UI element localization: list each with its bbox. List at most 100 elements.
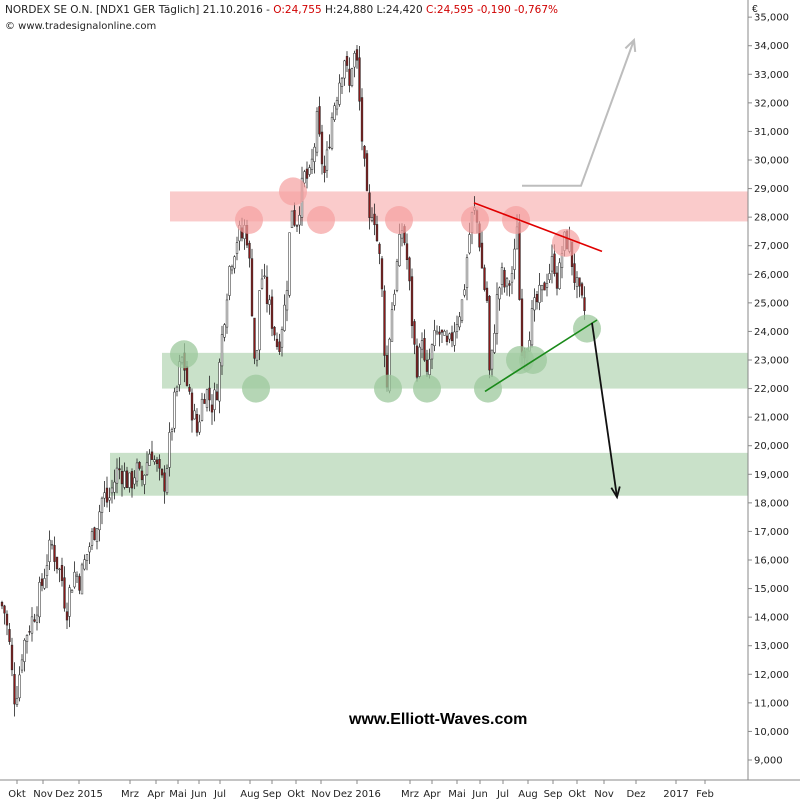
- candle-body: [118, 468, 121, 471]
- candle-body: [228, 266, 231, 296]
- candle-body: [213, 389, 216, 410]
- candle-body: [148, 453, 151, 466]
- candle-body: [95, 528, 99, 542]
- candle-body: [423, 338, 426, 361]
- candle-body: [548, 273, 551, 280]
- candle-body: [60, 565, 64, 581]
- candle-body: [83, 559, 86, 570]
- candle-body: [485, 287, 489, 301]
- candle-body: [55, 556, 59, 570]
- candle-body: [163, 472, 166, 492]
- candle-body: [468, 234, 471, 254]
- candle-body: [513, 248, 516, 270]
- ohlc-divider: -: [266, 4, 270, 16]
- candle-body: [295, 225, 299, 227]
- support-touch-circle: [374, 374, 402, 403]
- candle-body: [450, 332, 454, 342]
- candle-body: [490, 349, 494, 370]
- candle-body: [438, 331, 441, 335]
- candle-body: [308, 167, 311, 175]
- candle-body: [128, 472, 131, 488]
- candle-body: [250, 258, 254, 317]
- resistance-zone: [170, 191, 748, 222]
- candle-body: [280, 329, 284, 348]
- resistance-touch-circle: [235, 206, 263, 234]
- candle-body: [85, 554, 89, 561]
- candle-body: [13, 674, 16, 705]
- candle-body: [418, 346, 421, 377]
- candle-body: [198, 421, 201, 433]
- candle-body: [40, 578, 44, 586]
- candle-body: [75, 574, 79, 577]
- candle-body: [28, 631, 31, 633]
- candle-body: [203, 399, 206, 404]
- candle-body: [298, 215, 301, 226]
- candle-body: [488, 295, 491, 371]
- candle-body: [338, 82, 341, 105]
- candle-body: [373, 213, 376, 226]
- red-trendline: [473, 202, 603, 253]
- candle-body: [448, 333, 451, 340]
- x-tick-label: Nov: [311, 789, 331, 800]
- candle-body: [440, 329, 444, 333]
- candle-body: [93, 527, 96, 540]
- x-tick-label: Okt: [287, 789, 305, 800]
- resistance-touch-circle: [279, 177, 307, 206]
- candle-body: [165, 468, 169, 494]
- y-tick-label: 10,000: [754, 727, 789, 738]
- candle-body: [343, 60, 346, 79]
- candle-body: [435, 330, 439, 334]
- y-tick-label: 15,000: [754, 584, 789, 595]
- candle-body: [328, 146, 331, 149]
- y-tick-label: 16,000: [754, 556, 789, 567]
- y-tick-label: 34,000: [754, 41, 789, 52]
- candle-body: [125, 470, 129, 488]
- candle-body: [218, 362, 221, 402]
- candle-body: [283, 304, 286, 331]
- x-tick-label: Mai: [169, 789, 187, 800]
- candle-body: [455, 324, 459, 332]
- candle-body: [420, 340, 424, 350]
- candle-body: [50, 544, 54, 546]
- candle-body: [170, 429, 174, 432]
- x-tick-label: Feb: [696, 789, 714, 800]
- candle-body: [445, 335, 449, 342]
- candle-body: [263, 275, 266, 277]
- candle-body: [323, 165, 326, 173]
- candle-body: [375, 224, 379, 241]
- y-tick-label: 13,000: [754, 641, 789, 652]
- x-tick-label: Nov: [594, 789, 614, 800]
- candle-body: [290, 210, 294, 228]
- support-touch-circle: [413, 374, 441, 403]
- chart-symbol: NORDEX SE O.N.: [5, 4, 93, 16]
- candle-body: [10, 644, 14, 671]
- y-tick-label: 30,000: [754, 156, 789, 167]
- candle-body: [320, 131, 324, 165]
- candle-body: [330, 116, 334, 149]
- candle-body: [210, 404, 214, 413]
- candle-body: [38, 582, 41, 618]
- candle-body: [425, 359, 429, 372]
- zone-layer: [110, 191, 748, 496]
- chart-interval: Täglich]: [158, 4, 200, 16]
- candle-body: [575, 277, 579, 287]
- candle-body: [428, 359, 431, 375]
- candle-body: [63, 577, 66, 609]
- candle-body: [278, 341, 281, 352]
- candle-body: [353, 53, 356, 68]
- resistance-touch-circle: [385, 206, 413, 234]
- candle-body: [275, 338, 279, 347]
- candle-body: [258, 290, 261, 351]
- x-tick-label: Apr: [147, 789, 165, 800]
- annotation-layer: [473, 37, 637, 500]
- candle-body: [383, 290, 386, 356]
- candle-body: [78, 576, 81, 591]
- candle-body: [223, 324, 226, 338]
- y-tick-label: 27,000: [754, 241, 789, 252]
- candle-body: [510, 273, 514, 283]
- candle-body: [208, 387, 211, 401]
- candle-body: [340, 77, 344, 87]
- candle-body: [43, 578, 46, 589]
- candle-body: [80, 564, 84, 595]
- candle-body: [495, 294, 499, 334]
